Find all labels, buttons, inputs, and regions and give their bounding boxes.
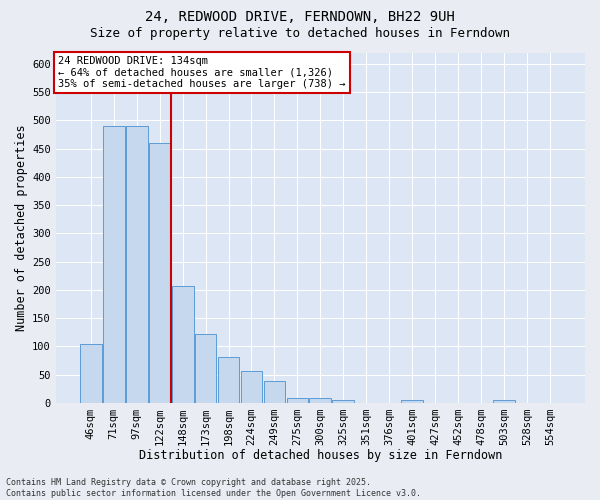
Bar bbox=[172, 286, 194, 403]
Text: 24, REDWOOD DRIVE, FERNDOWN, BH22 9UH: 24, REDWOOD DRIVE, FERNDOWN, BH22 9UH bbox=[145, 10, 455, 24]
X-axis label: Distribution of detached houses by size in Ferndown: Distribution of detached houses by size … bbox=[139, 450, 502, 462]
Bar bbox=[401, 400, 423, 403]
Bar bbox=[218, 356, 239, 403]
Bar bbox=[493, 400, 515, 403]
Text: Size of property relative to detached houses in Ferndown: Size of property relative to detached ho… bbox=[90, 28, 510, 40]
Bar bbox=[332, 400, 354, 403]
Bar bbox=[149, 143, 170, 403]
Bar bbox=[126, 126, 148, 403]
Bar bbox=[310, 398, 331, 403]
Bar bbox=[263, 382, 286, 403]
Bar bbox=[194, 334, 217, 403]
Text: 24 REDWOOD DRIVE: 134sqm
← 64% of detached houses are smaller (1,326)
35% of sem: 24 REDWOOD DRIVE: 134sqm ← 64% of detach… bbox=[58, 56, 346, 89]
Bar bbox=[287, 398, 308, 403]
Text: Contains HM Land Registry data © Crown copyright and database right 2025.
Contai: Contains HM Land Registry data © Crown c… bbox=[6, 478, 421, 498]
Bar bbox=[241, 371, 262, 403]
Bar bbox=[80, 344, 101, 403]
Y-axis label: Number of detached properties: Number of detached properties bbox=[15, 124, 28, 331]
Bar bbox=[103, 126, 125, 403]
